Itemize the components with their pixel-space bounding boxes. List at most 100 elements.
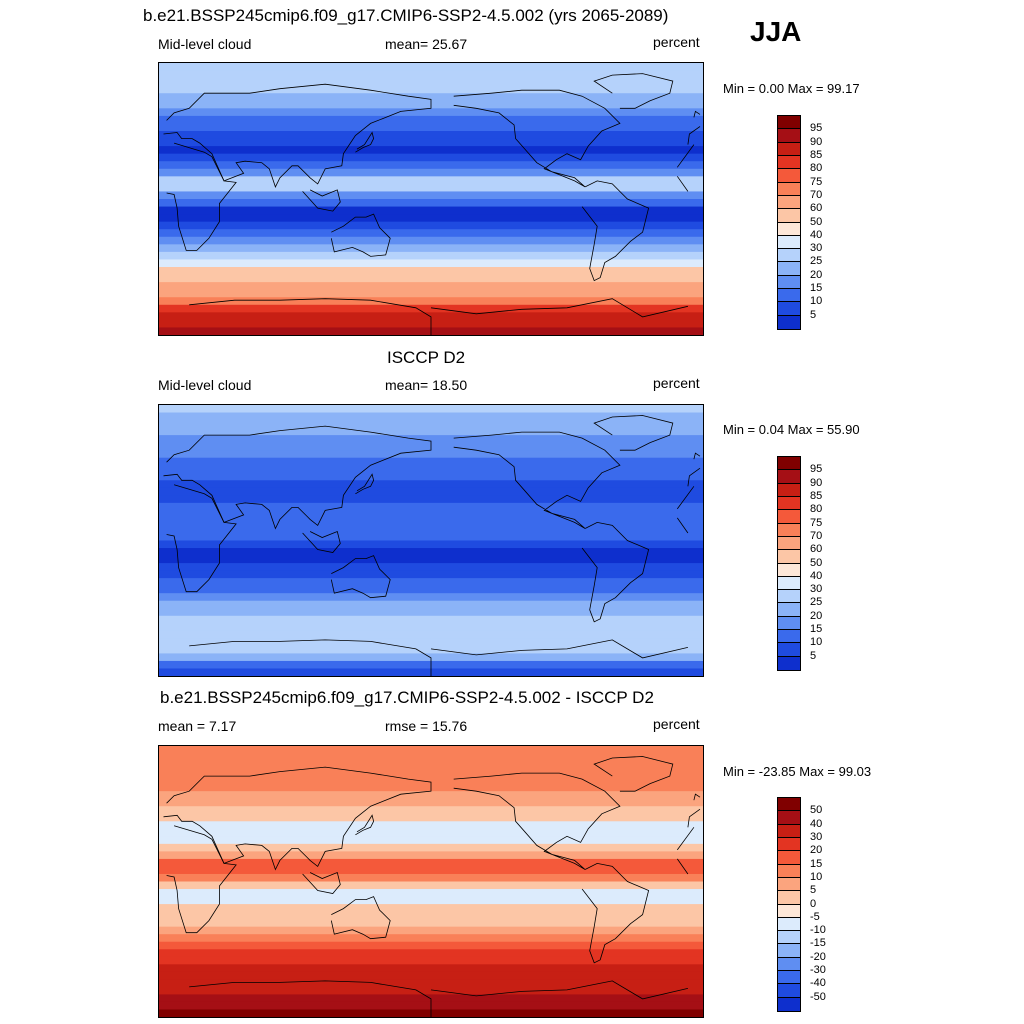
colorbar-swatch xyxy=(778,603,800,617)
colorbar-swatch xyxy=(778,984,800,998)
panel-2-map-svg xyxy=(159,405,703,676)
colorbar-swatch xyxy=(778,837,800,852)
colorbar-swatch xyxy=(778,209,800,223)
colorbar-tick-label: 10 xyxy=(810,295,823,308)
coastline xyxy=(166,142,695,251)
colorbar-tick-label: 30 xyxy=(810,242,823,255)
colorbar-swatch xyxy=(778,155,800,170)
field-band xyxy=(159,510,703,519)
field-band xyxy=(159,63,703,72)
field-band xyxy=(159,289,703,299)
colorbar-tick-label: 10 xyxy=(810,636,823,649)
colorbar-swatch xyxy=(778,275,800,290)
field-band xyxy=(159,791,703,800)
coastline xyxy=(693,793,701,801)
colorbar-swatch xyxy=(778,643,800,657)
colorbar-swatch xyxy=(778,864,800,878)
coastline xyxy=(593,73,674,109)
panel-3-minmax: Min = -23.85 Max = 99.03 xyxy=(723,764,872,779)
field-band xyxy=(159,480,703,489)
colorbar-tick-label: 20 xyxy=(810,609,823,622)
colorbar-swatch xyxy=(778,169,800,183)
colorbar-swatch xyxy=(778,590,800,604)
colorbar-tick-label: 40 xyxy=(810,569,823,582)
field-band xyxy=(159,221,703,231)
colorbar-tick-label: 50 xyxy=(810,556,823,569)
panel-2-left-label: Mid-level cloud xyxy=(158,377,252,393)
panel-1-right-label: percent xyxy=(653,34,700,50)
colorbar-swatch xyxy=(778,182,800,196)
field-band xyxy=(159,435,703,444)
colorbar-tick-label: 85 xyxy=(810,148,823,161)
colorbar-swatch xyxy=(778,891,800,905)
colorbar-swatch xyxy=(778,222,800,236)
colorbar-swatch xyxy=(778,957,800,972)
field-band xyxy=(159,608,703,617)
field-band xyxy=(159,949,703,958)
colorbar-tick-label: 80 xyxy=(810,503,823,516)
colorbar-tick-label: -10 xyxy=(810,924,826,937)
field-band xyxy=(159,420,703,429)
colorbar-tick-label: 5 xyxy=(810,884,817,897)
field-band xyxy=(159,465,703,474)
colorbar-tick-label: 15 xyxy=(810,282,823,295)
field-band xyxy=(159,821,703,830)
colorbar-swatch xyxy=(778,235,800,250)
field-band xyxy=(159,934,703,943)
panel-2-center-label: mean= 18.50 xyxy=(385,377,468,393)
field-band xyxy=(159,199,703,208)
field-band xyxy=(159,776,703,785)
field-band xyxy=(159,570,703,580)
panel-2-minmax: Min = 0.04 Max = 55.90 xyxy=(723,422,860,437)
field-band xyxy=(159,146,703,155)
coastline xyxy=(330,896,391,940)
coastline xyxy=(693,110,701,118)
field-band xyxy=(159,578,703,587)
field-band xyxy=(159,206,703,216)
panel-1-minmax: Min = 0.00 Max = 99.17 xyxy=(723,81,860,96)
panel-1-title: b.e21.BSSP245cmip6.f09_g17.CMIP6-SSP2-4.… xyxy=(143,6,669,25)
field-band xyxy=(159,450,703,459)
field-band xyxy=(159,229,703,238)
colorbar-tick-label: 50 xyxy=(810,804,823,817)
colorbar-swatch xyxy=(778,116,800,130)
field-band xyxy=(159,532,703,542)
colorbar-swatch xyxy=(778,931,800,945)
coastline xyxy=(189,298,688,335)
colorbar-tick-label: 10 xyxy=(810,870,823,883)
field-band xyxy=(159,502,703,512)
colorbar-swatch xyxy=(778,315,800,329)
field-band xyxy=(159,297,703,306)
colorbar-tick-label: 5 xyxy=(810,649,817,662)
colorbar-tick-label: 40 xyxy=(810,817,823,830)
colorbar-swatch xyxy=(778,536,800,551)
colorbar-tick-label: -20 xyxy=(810,950,826,963)
colorbar-swatch xyxy=(778,877,800,892)
panel-2-right-label: percent xyxy=(653,375,700,391)
colorbar-tick-label: 20 xyxy=(810,268,823,281)
colorbar-swatch xyxy=(778,483,800,497)
coastline xyxy=(581,521,650,623)
colorbar-swatch xyxy=(778,195,800,210)
panel-1-center-label: mean= 25.67 xyxy=(385,36,468,52)
colorbar-tick-label: 85 xyxy=(810,489,823,502)
colorbar-tick-label: 25 xyxy=(810,255,823,268)
colorbar-swatch xyxy=(778,550,800,564)
field-band xyxy=(159,798,703,808)
field-band xyxy=(159,282,703,291)
panel-3-map xyxy=(158,745,704,1018)
field-band xyxy=(159,828,703,838)
field-band xyxy=(159,487,703,497)
colorbar-tick-label: 75 xyxy=(810,175,823,188)
coastline xyxy=(302,871,341,894)
field-band xyxy=(159,267,703,276)
field-band xyxy=(159,472,703,482)
coastline xyxy=(163,766,701,871)
colorbar-tick-label: 5 xyxy=(810,308,817,321)
colorbar-tick-label: 90 xyxy=(810,476,823,489)
field-band xyxy=(159,866,703,875)
field-band xyxy=(159,919,703,928)
panel-1-colorbar: 95 90 85 80 75 70 60 50 40 30 25 20 15 10 5 xyxy=(777,115,822,330)
field-band xyxy=(159,495,703,504)
season-label: JJA xyxy=(750,16,802,47)
